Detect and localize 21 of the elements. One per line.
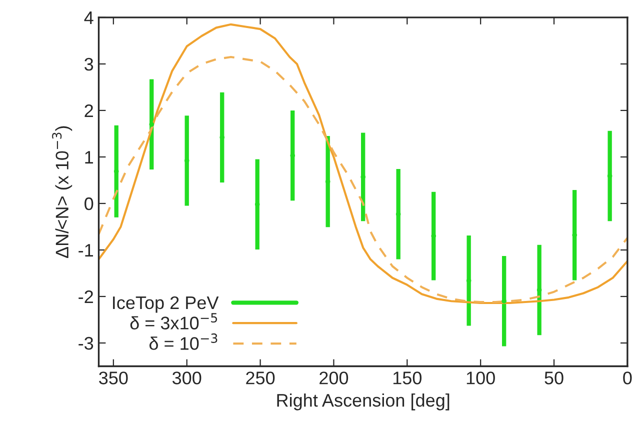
x-tick-label: 350 — [99, 372, 128, 384]
y-tick-label: 4 — [84, 12, 94, 24]
x-tick-label: 0 — [623, 372, 632, 384]
y-tick-label: -1 — [78, 244, 93, 257]
x-tick-label: 50 — [544, 372, 564, 384]
x-tick-label: 250 — [246, 372, 275, 384]
legend-label: IceTop 2 PeV — [113, 296, 219, 313]
y-tick-label: 1 — [85, 151, 93, 164]
legend-label: δ = 3x10$^{−5}$ — [130, 313, 218, 330]
y-tick-label: 3 — [84, 58, 94, 71]
x-tick-label: 100 — [466, 372, 495, 384]
y-tick-label: -3 — [78, 336, 94, 350]
y-tick-label: 0 — [84, 197, 94, 210]
y-tick-label: -2 — [78, 290, 93, 304]
y-tick-label: 2 — [84, 104, 93, 117]
x-axis-title: Right Ascension [deg] — [277, 393, 450, 410]
x-tick-label: 150 — [393, 372, 422, 384]
x-tick-label: 200 — [320, 372, 348, 384]
x-tick-label: 300 — [172, 372, 202, 384]
y-axis-title: ΔN/<N> (x 10$^{−3}$) — [52, 126, 72, 258]
legend-label: δ = 10$^{−3}$ — [149, 333, 218, 350]
